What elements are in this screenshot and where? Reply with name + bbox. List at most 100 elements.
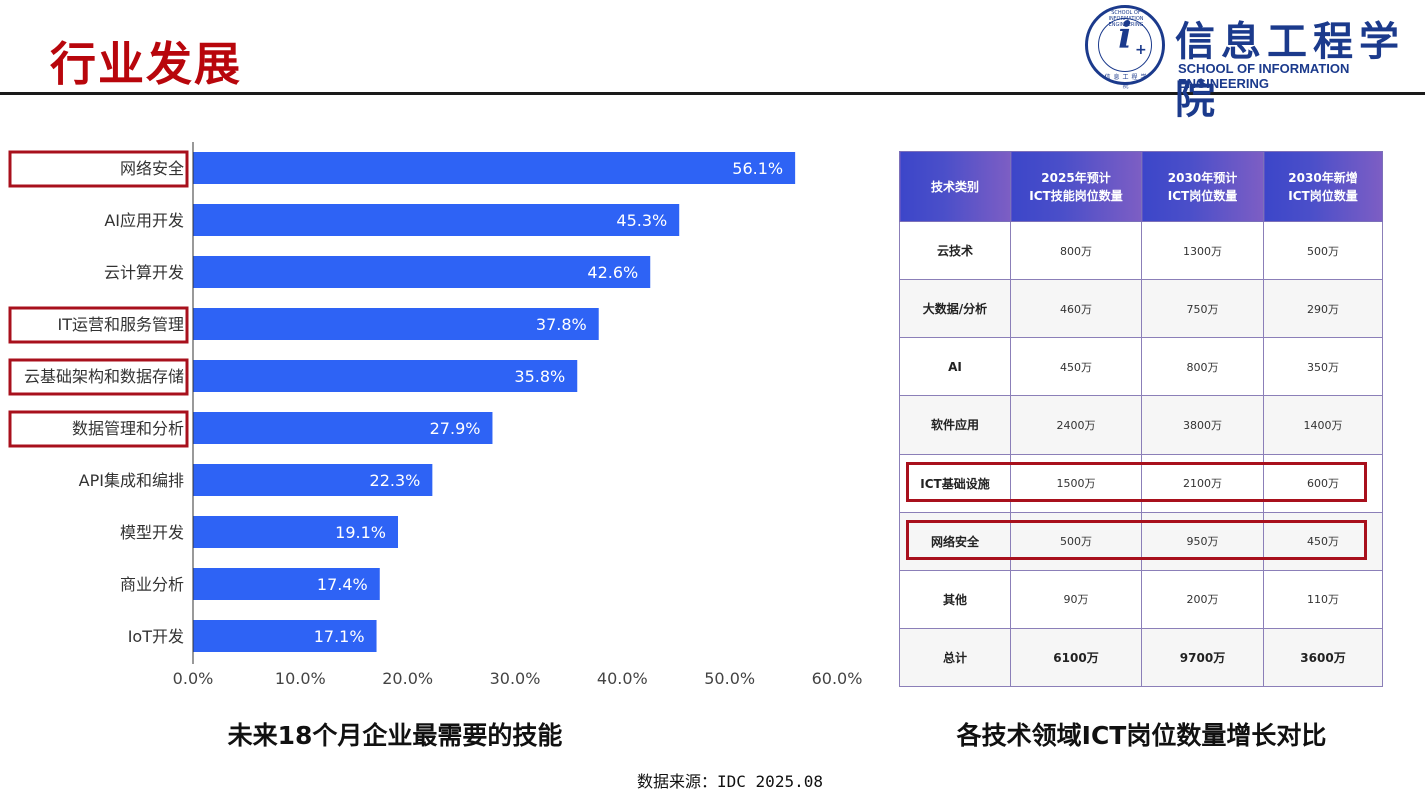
ict-jobs-table: 技术类别 2025年预计 ICT技能岗位数量 2030年预计 ICT岗位数量 2…	[899, 151, 1383, 688]
ict-jobs-table-container: 技术类别 2025年预计 ICT技能岗位数量 2030年预计 ICT岗位数量 2…	[899, 151, 1383, 688]
row-category: ICT基础设施	[899, 453, 1011, 513]
bar	[193, 516, 399, 548]
category-label: IoT开发	[128, 627, 184, 646]
school-name-cn: 信息工程学院	[1175, 18, 1405, 123]
table-row: 其他 90万 200万 110万	[899, 569, 1383, 629]
header-2025: 2025年预计 ICT技能岗位数量	[1010, 151, 1142, 222]
header-line: 2030年新增	[1288, 170, 1358, 185]
table-row: 软件应用 2400万 3800万 1400万	[899, 395, 1383, 455]
bar	[193, 256, 651, 288]
total-2030-new-value: 3600万	[1263, 627, 1383, 688]
row-2030-value: 750万	[1141, 279, 1264, 339]
row-2030-value: 2100万	[1141, 453, 1264, 513]
row-2030-new-value: 110万	[1263, 569, 1383, 629]
row-category: 软件应用	[899, 395, 1011, 455]
bar-value-label: 56.1%	[732, 159, 783, 178]
row-2030-value: 1300万	[1141, 220, 1264, 281]
total-2030-value: 9700万	[1141, 627, 1264, 688]
row-2025-value: 2400万	[1010, 395, 1142, 455]
highlight-box	[8, 306, 189, 344]
seal-letter-i: i	[1118, 15, 1132, 57]
x-tick-label: 60.0%	[812, 669, 863, 688]
row-2025-value: 1500万	[1010, 453, 1142, 513]
row-2030-value: 200万	[1141, 569, 1264, 629]
row-2030-value: 800万	[1141, 337, 1264, 397]
header-line: 2030年预计	[1167, 170, 1238, 185]
table-row: AI 450万 800万 350万	[899, 337, 1383, 397]
row-category: 云技术	[899, 220, 1011, 281]
table-total-row: 总计 6100万 9700万 3600万	[899, 627, 1383, 688]
category-label: 网络安全	[120, 159, 184, 178]
bar-value-label: 27.9%	[430, 419, 481, 438]
bar	[193, 308, 599, 340]
seal-ring-text-cn: 信息工程学院	[1104, 74, 1150, 90]
table-row: ICT基础设施 1500万 2100万 600万	[899, 453, 1383, 513]
total-2025-value: 6100万	[1010, 627, 1142, 688]
category-label: API集成和编排	[79, 471, 184, 490]
bar	[193, 620, 377, 652]
table-row: 网络安全 500万 950万 450万	[899, 511, 1383, 571]
row-2030-new-value: 1400万	[1263, 395, 1383, 455]
row-category: 大数据/分析	[899, 279, 1011, 339]
x-tick-label: 20.0%	[382, 669, 433, 688]
bar-value-label: 45.3%	[616, 211, 667, 230]
table-header-row: 技术类别 2025年预计 ICT技能岗位数量 2030年预计 ICT岗位数量 2…	[899, 151, 1383, 222]
school-name-en: SCHOOL OF INFORMATION ENGINEERING	[1178, 61, 1350, 91]
x-tick-label: 30.0%	[490, 669, 541, 688]
header-line: ICT技能岗位数量	[1029, 188, 1123, 203]
header-2030-new: 2030年新增 ICT岗位数量	[1263, 151, 1383, 222]
header-line: 2025年预计	[1041, 170, 1111, 185]
header-line: 技术类别	[930, 179, 979, 194]
skills-bar-chart: 56.1% 网络安全 45.3% AI应用开发 42.6% 云计算开发 37.8% IT运营和…	[8, 142, 863, 688]
seal-plus: +	[1135, 42, 1147, 58]
row-2030-new-value: 350万	[1263, 337, 1383, 397]
row-2030-value: 950万	[1141, 511, 1264, 571]
header-line: ICT岗位数量	[1167, 188, 1238, 203]
bar-value-label: 22.3%	[370, 471, 421, 490]
title-divider	[0, 92, 1425, 95]
category-label: 云基础架构和数据存储	[24, 367, 184, 386]
header-2030: 2030年预计 ICT岗位数量	[1141, 151, 1264, 222]
x-tick-label: 0.0%	[173, 669, 214, 688]
bar	[193, 204, 680, 236]
school-logo: SCHOOL OF INFORMATION ENGINEERING i + 信息…	[1085, 5, 1420, 123]
x-tick-label: 10.0%	[275, 669, 326, 688]
category-label: IT运营和服务管理	[58, 315, 185, 334]
x-tick-label: 40.0%	[597, 669, 648, 688]
row-category: AI	[899, 337, 1011, 397]
category-label: 数据管理和分析	[72, 419, 184, 438]
data-source: 数据来源：IDC 2025.08	[637, 772, 823, 791]
table-row: 云技术 800万 1300万 500万	[899, 220, 1383, 281]
chart-caption: 未来18个月企业最需要的技能	[227, 721, 563, 750]
bar-value-label: 42.6%	[587, 263, 638, 282]
row-2025-value: 460万	[1010, 279, 1142, 339]
category-label: 商业分析	[120, 575, 184, 594]
bar	[193, 360, 578, 392]
category-label: 云计算开发	[104, 263, 184, 282]
row-2030-new-value: 600万	[1263, 453, 1383, 513]
bar-value-label: 17.1%	[314, 627, 365, 646]
bar	[193, 568, 380, 600]
header-category: 技术类别	[899, 151, 1011, 222]
row-2030-new-value: 450万	[1263, 511, 1383, 571]
total-label: 总计	[899, 627, 1011, 688]
table-row: 大数据/分析 460万 750万 290万	[899, 279, 1383, 339]
highlight-box	[8, 358, 189, 396]
bar	[193, 152, 796, 184]
row-2030-new-value: 500万	[1263, 220, 1383, 281]
row-category: 网络安全	[899, 511, 1011, 571]
school-seal-icon: SCHOOL OF INFORMATION ENGINEERING i + 信息…	[1085, 5, 1165, 90]
row-2030-new-value: 290万	[1263, 279, 1383, 339]
row-2025-value: 90万	[1010, 569, 1142, 629]
row-2025-value: 800万	[1010, 220, 1142, 281]
bar-value-label: 37.8%	[536, 315, 587, 334]
table-caption: 各技术领域ICT岗位数量增长对比	[956, 721, 1327, 750]
header-line: ICT岗位数量	[1288, 188, 1358, 203]
highlight-box	[8, 150, 189, 188]
bar-value-label: 19.1%	[335, 523, 386, 542]
bar-value-label: 17.4%	[317, 575, 368, 594]
highlight-box	[8, 410, 189, 448]
row-2025-value: 500万	[1010, 511, 1142, 571]
row-2030-value: 3800万	[1141, 395, 1264, 455]
row-category: 其他	[899, 569, 1011, 629]
